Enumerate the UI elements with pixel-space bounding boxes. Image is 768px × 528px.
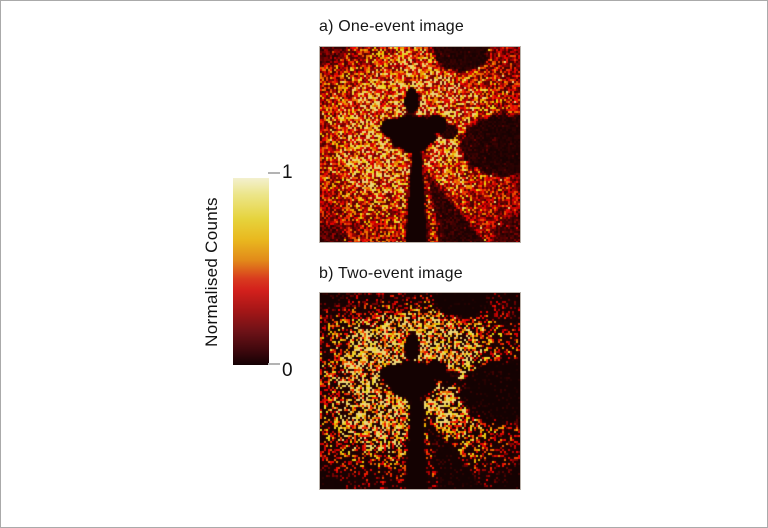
colorbar-tick-min: [268, 363, 280, 365]
panel-b-frame: [319, 292, 521, 490]
colorbar-min-label: 0: [282, 360, 293, 381]
colorbar-axis-label: Normalised Counts: [202, 197, 221, 347]
panel-b-title: b) Two-event image: [319, 265, 463, 282]
colorbar-max-label: 1: [282, 162, 293, 183]
colorbar-gradient: [233, 178, 269, 365]
panel-a-frame: [319, 46, 521, 243]
panel-b-speckle-image: [320, 293, 520, 489]
panel-a-title: a) One-event image: [319, 18, 465, 35]
panel-a-speckle-image: [320, 47, 520, 242]
colorbar-tick-max: [268, 172, 280, 174]
